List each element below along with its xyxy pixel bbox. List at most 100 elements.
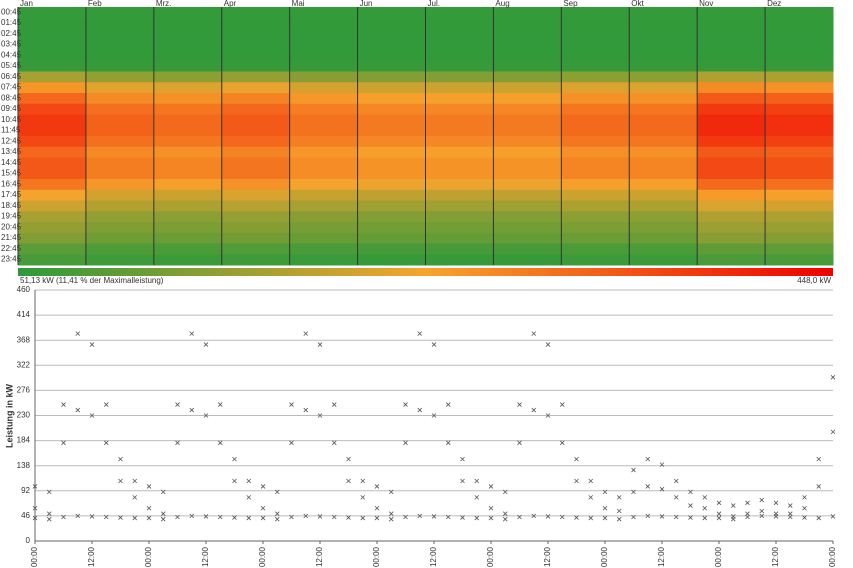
point — [431, 342, 437, 347]
heat-cell — [561, 125, 630, 137]
heat-cell — [18, 39, 87, 51]
point — [360, 478, 366, 484]
point — [716, 511, 722, 516]
point — [488, 505, 494, 511]
point — [132, 515, 138, 521]
heat-cell — [221, 211, 291, 223]
point — [759, 497, 765, 503]
heat-cell — [153, 93, 223, 105]
point — [517, 402, 522, 407]
heat-cell — [697, 179, 766, 191]
month-label: Jul. — [428, 0, 440, 8]
row-label: 02:45 — [1, 29, 22, 38]
point — [417, 407, 423, 413]
y-tick-label: 92 — [21, 486, 30, 495]
point — [616, 495, 622, 500]
point — [517, 514, 522, 520]
point — [403, 402, 408, 407]
heat-cell — [289, 200, 359, 212]
heat-cell — [85, 114, 155, 126]
point — [89, 413, 95, 418]
heat-cell — [18, 93, 87, 105]
heat-cell — [697, 222, 766, 234]
heat-cell — [765, 71, 834, 83]
heat-cell — [425, 60, 494, 72]
heat-cell — [289, 103, 359, 115]
month-label: Nov — [699, 0, 713, 8]
point — [545, 342, 551, 347]
heat-cell — [357, 189, 426, 201]
row-label: 13:45 — [1, 147, 22, 156]
heat-cell — [289, 60, 359, 72]
heat-cell — [425, 114, 494, 126]
heat-cell — [697, 17, 766, 29]
point — [659, 462, 665, 467]
heat-cell — [493, 146, 562, 158]
heat-cell — [153, 222, 223, 234]
point — [659, 486, 665, 492]
heat-cell — [561, 211, 630, 223]
point — [303, 407, 309, 413]
point — [289, 402, 294, 407]
heat-cell — [357, 71, 426, 83]
point — [46, 489, 52, 495]
heat-cell — [425, 7, 494, 19]
heat-cell — [85, 146, 155, 158]
heat-cell — [221, 114, 291, 126]
heat-cell — [425, 168, 494, 180]
point — [702, 505, 708, 511]
heat-cell — [18, 200, 87, 212]
point — [246, 495, 252, 500]
row-label: 09:45 — [1, 104, 22, 113]
y-tick-label: 414 — [17, 310, 31, 319]
heat-cell — [629, 254, 698, 266]
heat-cell — [765, 114, 834, 126]
heat-cell — [357, 168, 426, 180]
heat-cell — [425, 146, 494, 158]
heat-cell — [357, 243, 426, 255]
heat-cell — [697, 60, 766, 72]
point — [32, 484, 38, 489]
heat-cell — [493, 103, 562, 115]
point — [773, 500, 779, 506]
heat-cell — [425, 71, 494, 83]
heat-cell — [697, 50, 766, 62]
row-label: 22:45 — [1, 244, 22, 253]
heat-cell — [493, 71, 562, 83]
row-label: 15:45 — [1, 169, 22, 178]
heat-cell — [425, 243, 494, 255]
heat-cell — [425, 39, 494, 51]
heat-cell — [221, 60, 291, 72]
point — [588, 515, 594, 521]
heat-cell — [221, 232, 291, 244]
x-tick-label: 12:00 — [543, 546, 552, 567]
heat-cell — [697, 82, 766, 94]
x-tick-label: 12:00 — [315, 546, 324, 567]
heat-cell — [357, 39, 426, 51]
heat-cell — [85, 71, 155, 83]
point — [802, 505, 807, 511]
point — [260, 515, 266, 521]
point — [232, 515, 237, 520]
point — [488, 484, 494, 489]
heat-cell — [221, 125, 291, 137]
point — [588, 478, 594, 484]
heat-cell — [629, 71, 698, 83]
heat-cell — [493, 60, 562, 72]
point — [232, 456, 237, 462]
heat-cell — [493, 254, 562, 266]
heat-cell — [85, 28, 155, 40]
point — [374, 515, 380, 521]
point — [118, 456, 123, 462]
heat-cell — [561, 39, 630, 51]
heat-cell — [493, 114, 562, 126]
heat-cell — [153, 211, 223, 223]
row-label: 08:45 — [1, 93, 22, 102]
heat-cell — [561, 179, 630, 191]
point — [175, 440, 180, 446]
y-tick-label: 184 — [17, 436, 31, 445]
point — [816, 484, 822, 489]
heat-cell — [289, 254, 359, 266]
colorbar-min-label: 51,13 kW (11,41 % der Maximalleistung) — [20, 276, 164, 285]
heat-cell — [221, 243, 291, 255]
